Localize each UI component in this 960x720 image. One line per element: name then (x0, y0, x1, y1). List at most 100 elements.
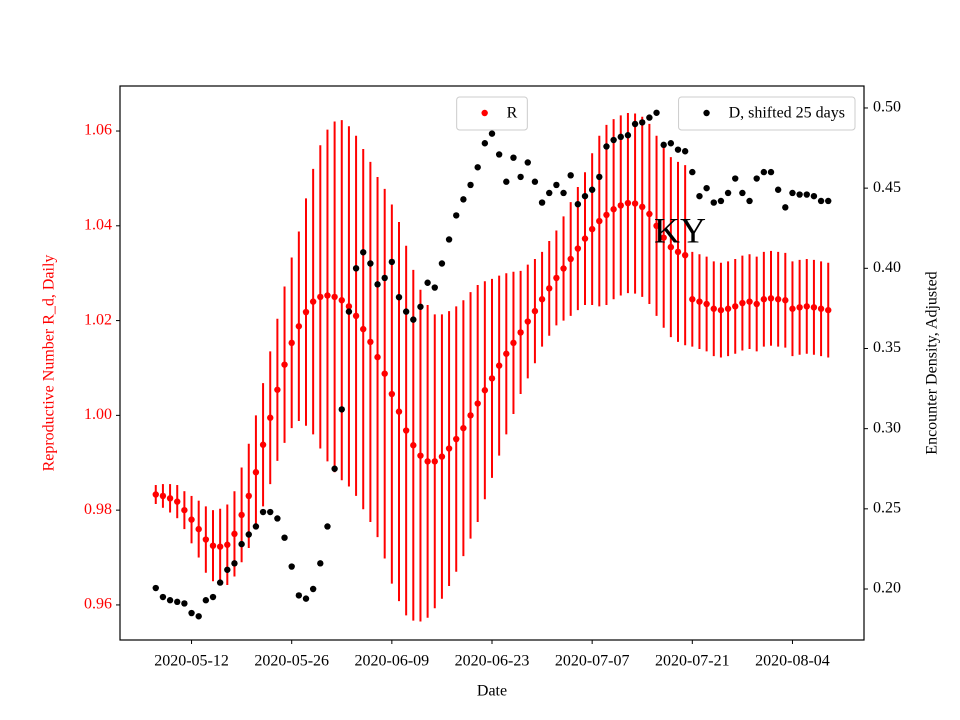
data-point (760, 296, 768, 303)
data-point (681, 148, 689, 155)
data-point (288, 339, 295, 347)
data-point (295, 323, 303, 330)
data-point (438, 453, 446, 460)
data-point (374, 281, 381, 288)
data-point (524, 318, 531, 325)
data-point (417, 452, 424, 459)
data-point (667, 243, 675, 251)
data-point (596, 217, 603, 225)
data-point (252, 523, 260, 530)
data-point (660, 141, 667, 149)
legend-label: R (507, 105, 518, 122)
data-point (410, 442, 417, 449)
legend-box (456, 96, 528, 131)
data-point (567, 172, 574, 179)
x-tick-label: 2020-06-09 (355, 653, 430, 670)
data-point (181, 506, 188, 514)
data-point (424, 458, 431, 465)
data-point (653, 222, 660, 230)
data-point (438, 260, 446, 267)
data-point (388, 390, 396, 398)
data-point (639, 119, 646, 126)
data-point (453, 212, 460, 219)
data-point (302, 308, 310, 316)
data-point (474, 400, 481, 407)
data-point (817, 305, 825, 312)
data-point (274, 515, 281, 522)
data-point (481, 387, 489, 394)
data-point (352, 312, 360, 320)
data-point (395, 408, 403, 415)
data-point (732, 303, 739, 310)
data-point (796, 191, 803, 198)
data-point (352, 265, 360, 272)
x-tick-label: 2020-05-26 (254, 653, 329, 670)
data-point (553, 181, 560, 189)
data-point (696, 298, 703, 305)
data-point (739, 299, 746, 307)
data-point (503, 178, 510, 185)
data-point (209, 593, 217, 601)
data-point (309, 298, 317, 305)
data-point (288, 563, 295, 570)
y-tick-label: 1.00 (84, 406, 112, 423)
data-point (224, 566, 231, 573)
data-point (367, 338, 374, 346)
data-point (588, 225, 596, 233)
data-point (803, 191, 810, 198)
data-point (717, 306, 725, 314)
plot-frame (119, 85, 865, 641)
data-point (767, 168, 775, 176)
data-point (796, 304, 803, 311)
data-point (782, 204, 789, 211)
data-point (345, 303, 353, 310)
data-point (495, 151, 503, 158)
data-point (345, 308, 353, 315)
data-point (216, 579, 224, 586)
data-point (803, 303, 810, 310)
data-point (789, 189, 796, 197)
data-point (267, 414, 274, 421)
data-point (517, 173, 524, 181)
legend-label: D, shifted 25 days (729, 105, 845, 122)
y2-tick-label: 0.20 (873, 580, 901, 597)
data-point (431, 458, 438, 465)
data-point (324, 523, 331, 530)
data-point (395, 293, 403, 301)
data-point (503, 350, 510, 357)
data-point (538, 199, 546, 206)
data-point (524, 159, 531, 166)
data-point (159, 593, 167, 601)
data-point (281, 534, 288, 541)
data-point (381, 370, 388, 377)
data-point (309, 585, 317, 593)
data-point (238, 540, 245, 548)
data-point (774, 186, 782, 193)
data-point (674, 146, 682, 153)
data-point (639, 203, 646, 211)
data-point (646, 114, 653, 121)
data-point (810, 192, 818, 200)
data-point (567, 255, 574, 263)
data-point (267, 508, 274, 516)
data-point (574, 200, 582, 208)
data-point (231, 560, 238, 567)
data-point (295, 592, 303, 599)
y-tick-label: 1.06 (84, 122, 112, 139)
data-point (245, 492, 252, 500)
data-point (681, 251, 689, 259)
data-point (624, 199, 632, 207)
data-point (560, 265, 567, 272)
y2-axis-label: Encounter Density, Adjusted (924, 271, 941, 454)
data-point (724, 189, 732, 197)
data-point (495, 362, 503, 369)
data-point (653, 109, 660, 116)
data-point (610, 206, 617, 213)
data-point (710, 199, 717, 206)
y-axis-label: Reproductive Number R_d, Daily (41, 255, 58, 472)
data-point (588, 186, 596, 193)
data-point (338, 406, 345, 413)
y2-tick-label: 0.50 (873, 99, 901, 116)
data-point (424, 279, 431, 286)
data-point (238, 511, 245, 519)
